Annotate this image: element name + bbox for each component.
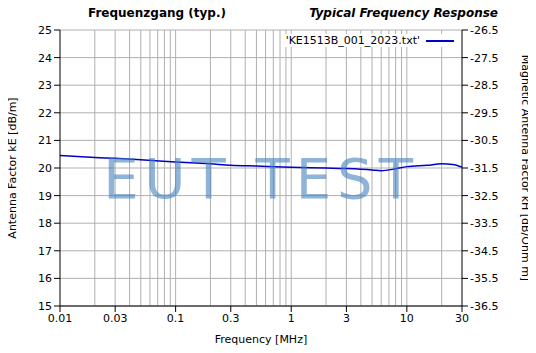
svg-text:-32.5: -32.5 <box>470 190 498 203</box>
html-text:Typical Frequency Response: Typical Frequency Response <box>309 6 498 20</box>
svg-text:Antenna Factor kE [dB/m]: Antenna Factor kE [dB/m] <box>8 97 19 238</box>
svg-text:-33.5: -33.5 <box>470 217 498 230</box>
svg-text:-29.5: -29.5 <box>470 107 498 120</box>
svg-text:18: 18 <box>38 217 52 230</box>
svg-text:21: 21 <box>38 134 52 147</box>
svg-text:-28.5: -28.5 <box>470 79 498 92</box>
svg-text:30: 30 <box>455 312 469 325</box>
svg-text:Frequency [MHz]: Frequency [MHz] <box>215 333 307 345</box>
html-text:Frequenzgang (typ.): Frequenzgang (typ.) <box>88 6 226 20</box>
svg-text:23: 23 <box>38 79 52 92</box>
svg-text:0.1: 0.1 <box>167 312 185 325</box>
svg-text:-35.5: -35.5 <box>470 272 498 285</box>
svg-text:Magnetic Antenna Factor kH [dB: Magnetic Antenna Factor kH [dB/Ohm m] <box>519 55 528 281</box>
svg-text:16: 16 <box>38 272 52 285</box>
svg-text:-36.5: -36.5 <box>470 300 498 313</box>
svg-text:-31.5: -31.5 <box>470 162 498 175</box>
svg-text:24: 24 <box>38 52 52 65</box>
svg-text:25: 25 <box>38 24 52 37</box>
svg-text:10: 10 <box>400 312 414 325</box>
svg-text:-26.5: -26.5 <box>470 24 498 37</box>
svg-text:0.01: 0.01 <box>48 312 73 325</box>
svg-text:15: 15 <box>38 300 52 313</box>
svg-text:3: 3 <box>343 312 350 325</box>
svg-text:-34.5: -34.5 <box>470 245 498 258</box>
svg-text:20: 20 <box>38 162 52 175</box>
svg-text:19: 19 <box>38 190 52 203</box>
svg-text:-30.5: -30.5 <box>470 134 498 147</box>
svg-text:0.03: 0.03 <box>103 312 128 325</box>
svg-text:1: 1 <box>288 312 295 325</box>
html-text:'KE1513B_001_2023.txt': 'KE1513B_001_2023.txt' <box>285 34 420 47</box>
html-text:EUT TEST: EUT TEST <box>103 146 419 211</box>
svg-text:0.3: 0.3 <box>222 312 240 325</box>
svg-text:17: 17 <box>38 245 52 258</box>
svg-text:-27.5: -27.5 <box>470 52 498 65</box>
svg-text:22: 22 <box>38 107 52 120</box>
